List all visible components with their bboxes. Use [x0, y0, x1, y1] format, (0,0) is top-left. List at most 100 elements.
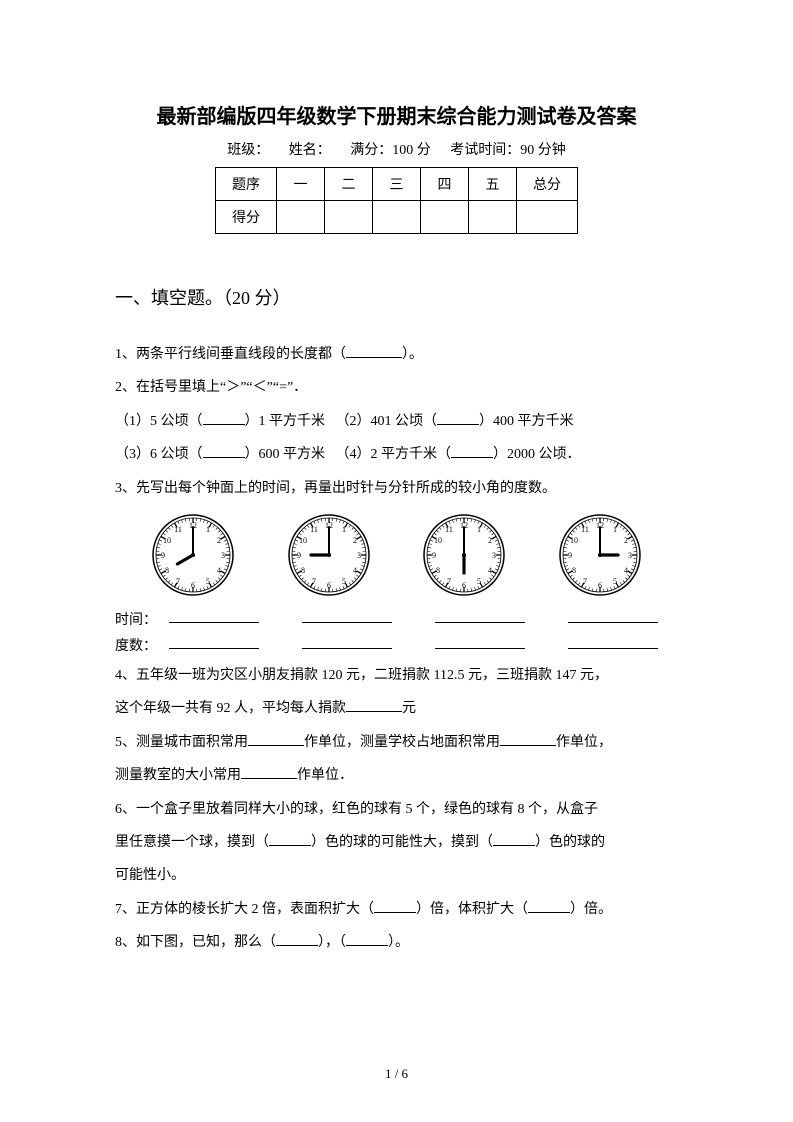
q7c-text: ）倍。 — [570, 902, 612, 917]
cell — [421, 201, 469, 234]
cell — [469, 201, 517, 234]
svg-text:4: 4 — [217, 566, 221, 575]
q8b-text: ），（ — [318, 935, 346, 950]
q1-end: ）。 — [402, 347, 423, 362]
svg-text:4: 4 — [624, 566, 628, 575]
name-label: 姓名： — [289, 143, 331, 158]
q2-4a: （4）2 平方千米（ — [336, 447, 452, 462]
svg-text:7: 7 — [176, 577, 180, 586]
q5d-text: 测量教室的大小常用 — [115, 768, 241, 783]
svg-text:6: 6 — [598, 581, 602, 590]
blank — [346, 932, 388, 946]
svg-text:8: 8 — [165, 566, 169, 575]
svg-text:5: 5 — [477, 577, 481, 586]
blank — [451, 444, 493, 458]
blank — [528, 899, 570, 913]
q2-row2: （3）6 公顷（）600 平方米 （4）2 平方千米（）2000 公顷． — [115, 440, 678, 469]
cell — [373, 201, 421, 234]
blank — [346, 698, 402, 712]
table-row: 题序 一 二 三 四 五 总分 — [216, 168, 578, 201]
blank — [435, 609, 525, 623]
q2-3b: ）600 平方米 — [245, 447, 326, 462]
q8c-text: ）。 — [388, 935, 409, 950]
svg-text:1: 1 — [206, 525, 210, 534]
blank — [203, 444, 245, 458]
svg-text:1: 1 — [477, 525, 481, 534]
q7: 7、正方体的棱长扩大 2 倍，表面积扩大（）倍，体积扩大（）倍。 — [115, 895, 678, 924]
score-table: 题序 一 二 三 四 五 总分 得分 — [215, 167, 578, 234]
q5c-text: 作单位， — [556, 735, 612, 750]
q1: 1、两条平行线间垂直线段的长度都（）。 — [115, 340, 678, 369]
svg-text:4: 4 — [488, 566, 492, 575]
q6b: 里任意摸一个球，摸到（ ）色的球的可能性大，摸到（ ）色的球的 — [115, 828, 678, 857]
degree-label: 度数： — [115, 635, 169, 655]
svg-text:1: 1 — [342, 525, 346, 534]
q2-3a: （3）6 公顷（ — [115, 447, 203, 462]
svg-text:10: 10 — [163, 536, 171, 545]
q6e: 可能性小。 — [115, 861, 678, 890]
svg-text:1: 1 — [613, 525, 617, 534]
q6c-text: ）色的球的可能性大，摸到（ — [311, 835, 493, 850]
svg-text:4: 4 — [353, 566, 357, 575]
svg-text:6: 6 — [191, 581, 195, 590]
class-label: 班级： — [227, 143, 269, 158]
page-title: 最新部编版四年级数学下册期末综合能力测试卷及答案 — [115, 100, 678, 129]
q6d-text: ）色的球的 — [535, 835, 605, 850]
svg-text:5: 5 — [342, 577, 346, 586]
clock-icon: 121234567891011 — [420, 511, 508, 599]
svg-text:3: 3 — [492, 551, 496, 560]
cell — [325, 201, 373, 234]
blank — [203, 411, 245, 425]
table-row: 得分 — [216, 201, 578, 234]
q2-1a: （1）5 公顷（ — [115, 414, 203, 429]
q5a-text: 5、测量城市面积常用 — [115, 735, 248, 750]
full-score: 满分：100 分 — [350, 143, 431, 158]
svg-text:2: 2 — [488, 536, 492, 545]
q4b-text: 这个年级一共有 92 人，平均每人捐款 — [115, 701, 346, 716]
time-label: 考试时间：90 分钟 — [450, 143, 566, 158]
svg-text:2: 2 — [353, 536, 357, 545]
svg-text:9: 9 — [161, 551, 165, 560]
q3: 3、先写出每个钟面上的时间，再量出时针与分针所成的较小角的度数。 — [115, 474, 678, 503]
svg-text:6: 6 — [327, 581, 331, 590]
row-label: 得分 — [216, 201, 277, 234]
svg-text:9: 9 — [432, 551, 436, 560]
svg-text:2: 2 — [624, 536, 628, 545]
time-row: 时间： — [115, 609, 678, 629]
th-1: 一 — [277, 168, 325, 201]
blank — [437, 411, 479, 425]
blank — [241, 765, 297, 779]
blank — [374, 899, 416, 913]
time-label: 时间： — [115, 609, 169, 629]
blank — [302, 635, 392, 649]
th-2: 二 — [325, 168, 373, 201]
svg-text:5: 5 — [613, 577, 617, 586]
svg-text:5: 5 — [206, 577, 210, 586]
q5d: 测量教室的大小常用作单位． — [115, 761, 678, 790]
clocks-row: 121234567891011 121234567891011 12123456… — [115, 511, 678, 599]
q2-row1: （1）5 公顷（）1 平方千米 （2）401 公顷（）400 平方千米 — [115, 407, 678, 436]
blank — [500, 732, 556, 746]
blank — [435, 635, 525, 649]
svg-text:7: 7 — [447, 577, 451, 586]
svg-text:2: 2 — [217, 536, 221, 545]
svg-text:10: 10 — [570, 536, 578, 545]
blank — [248, 732, 304, 746]
svg-text:7: 7 — [312, 577, 316, 586]
svg-text:3: 3 — [357, 551, 361, 560]
blank — [302, 609, 392, 623]
q6b-text: 里任意摸一个球，摸到（ — [115, 835, 269, 850]
clock-icon: 121234567891011 — [556, 511, 644, 599]
page-number: 1 / 6 — [0, 1066, 793, 1082]
q7a-text: 7、正方体的棱长扩大 2 倍，表面积扩大（ — [115, 902, 374, 917]
blank — [493, 832, 535, 846]
svg-text:9: 9 — [297, 551, 301, 560]
th-seq: 题序 — [216, 168, 277, 201]
q4c: 元 — [402, 701, 416, 716]
q2: 2、在括号里填上“＞”“＜”“=”． — [115, 373, 678, 402]
svg-text:11: 11 — [581, 525, 589, 534]
q5a: 5、测量城市面积常用作单位，测量学校占地面积常用作单位， — [115, 728, 678, 757]
svg-text:11: 11 — [446, 525, 454, 534]
svg-text:3: 3 — [221, 551, 225, 560]
section-header-1: 一、填空题。（20 分） — [115, 284, 678, 310]
